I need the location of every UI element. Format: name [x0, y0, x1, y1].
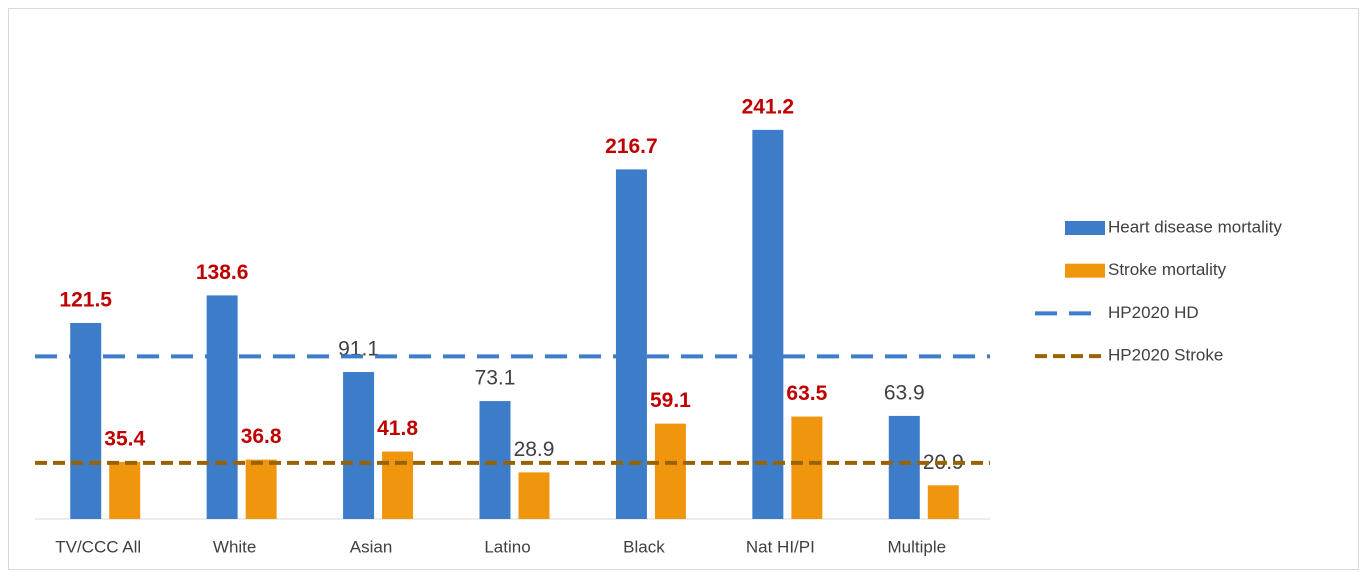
x-tick-label: Black	[623, 537, 665, 556]
x-tick-label: TV/CCC All	[55, 537, 141, 556]
legend-label: Heart disease mortality	[1108, 217, 1282, 236]
data-label: 121.5	[59, 289, 112, 312]
legend-label: HP2020 Stroke	[1108, 346, 1223, 365]
bar	[245, 459, 277, 519]
data-label: 41.8	[377, 417, 418, 440]
bar	[109, 461, 141, 519]
data-label: 216.7	[605, 135, 658, 158]
bar	[615, 169, 647, 519]
bar	[518, 472, 550, 519]
data-label: 36.8	[241, 425, 282, 448]
legend-swatch	[1065, 221, 1105, 235]
data-label: 63.5	[786, 382, 827, 405]
bar	[888, 415, 920, 519]
legend-label: HP2020 HD	[1108, 303, 1199, 322]
x-tick-label: White	[213, 537, 256, 556]
data-label: 59.1	[650, 389, 691, 412]
bar	[343, 372, 375, 519]
legend-swatch	[1065, 263, 1105, 278]
x-tick-label: Nat HI/PI	[746, 537, 815, 556]
data-label: 73.1	[475, 367, 516, 390]
data-label: 63.9	[884, 381, 925, 404]
data-label: 241.2	[742, 95, 795, 118]
legend-label: Stroke mortality	[1108, 260, 1227, 279]
bar	[654, 423, 686, 519]
bar	[70, 322, 102, 519]
data-label: 28.9	[514, 438, 555, 461]
data-label: 138.6	[196, 261, 249, 284]
x-tick-label: Multiple	[887, 537, 946, 556]
x-tick-label: Asian	[350, 537, 393, 556]
bar	[479, 401, 511, 519]
bar	[206, 295, 238, 519]
x-tick-label: Latino	[484, 537, 530, 556]
bar	[927, 485, 959, 519]
data-label: 35.4	[104, 427, 145, 450]
bar	[752, 129, 784, 519]
bar	[791, 416, 823, 519]
